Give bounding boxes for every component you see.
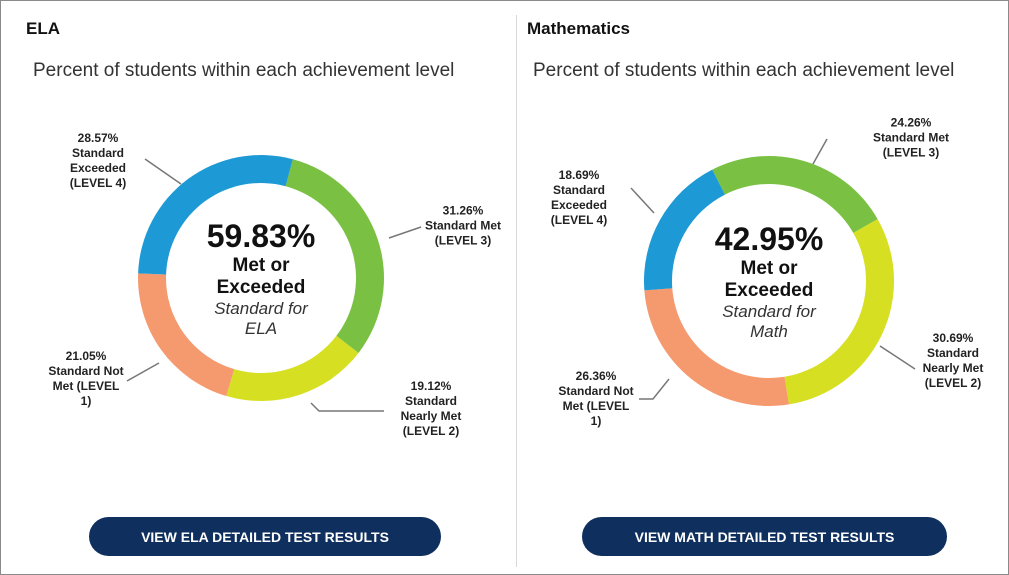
- donut-segment: [784, 219, 895, 405]
- panel-subtitle: Percent of students within each achievem…: [533, 60, 955, 81]
- panel-subtitle: Percent of students within each achievem…: [33, 60, 455, 81]
- donut-segment: [712, 156, 878, 233]
- segment-value: 19.12%: [410, 379, 452, 393]
- segment-value: 21.05%: [65, 349, 107, 363]
- segment-label: 31.26% Standard Met (LEVEL 3): [425, 204, 501, 249]
- segment-category: Standard Nearly Met (LEVEL 2): [400, 394, 462, 438]
- details-button[interactable]: VIEW ELA DETAILED TEST RESULTS: [89, 517, 441, 556]
- center-caption: Met or Exceeded: [216, 255, 306, 298]
- donut-segment: [226, 335, 359, 401]
- center-note: Standard for ELA: [214, 299, 308, 338]
- segment-category: Standard Not Met (LEVEL 1): [48, 364, 124, 408]
- leader-line: [310, 402, 384, 412]
- segment-category: Standard Met (LEVEL 3): [425, 218, 502, 248]
- divider: [516, 15, 517, 567]
- segment-category: Standard Nearly Met (LEVEL 2): [922, 346, 984, 390]
- leader-line: [639, 378, 670, 400]
- segment-label: 24.26% Standard Met (LEVEL 3): [873, 116, 949, 161]
- segment-label: 30.69% Standard Nearly Met (LEVEL 2): [915, 331, 991, 391]
- segment-value: 30.69%: [932, 331, 974, 345]
- donut-segment: [138, 155, 293, 275]
- segment-label: 26.36% Standard Not Met (LEVEL 1): [558, 369, 634, 429]
- center-caption: Met or Exceeded: [724, 258, 814, 301]
- center-text: 42.95% Met or Exceeded Standard for Math: [699, 220, 839, 342]
- donut-segment: [137, 273, 235, 397]
- segment-value: 28.57%: [77, 131, 119, 145]
- center-note: Standard for Math: [722, 302, 816, 341]
- leader-line: [630, 187, 655, 214]
- donut-segment: [285, 159, 385, 353]
- donut-segment: [644, 288, 789, 406]
- segment-value: 18.69%: [558, 168, 600, 182]
- leader-line: [388, 226, 422, 239]
- panel-title: ELA: [26, 19, 60, 38]
- leader-line: [126, 362, 160, 382]
- center-value: 59.83%: [206, 218, 316, 254]
- segment-label: 18.69% Standard Exceeded (LEVEL 4): [541, 168, 617, 228]
- segment-category: Standard Exceeded (LEVEL 4): [69, 146, 127, 190]
- panel-title: Mathematics: [527, 19, 630, 38]
- segment-value: 31.26%: [442, 203, 484, 218]
- segment-value: 24.26%: [890, 115, 932, 130]
- segment-label: 19.12% Standard Nearly Met (LEVEL 2): [393, 379, 469, 439]
- donut-segment: [644, 169, 725, 291]
- center-text: 59.83% Met or Exceeded Standard for ELA: [191, 217, 331, 339]
- details-button[interactable]: VIEW MATH DETAILED TEST RESULTS: [582, 517, 947, 556]
- leader-line: [879, 345, 916, 370]
- leader-line: [812, 138, 828, 165]
- leader-line: [144, 158, 182, 185]
- segment-category: Standard Not Met (LEVEL 1): [558, 384, 634, 428]
- segment-category: Standard Met (LEVEL 3): [873, 130, 950, 160]
- segment-value: 26.36%: [575, 369, 617, 383]
- segment-label: 28.57% Standard Exceeded (LEVEL 4): [60, 131, 136, 191]
- segment-category: Standard Exceeded (LEVEL 4): [550, 183, 608, 227]
- center-value: 42.95%: [714, 221, 824, 257]
- segment-label: 21.05% Standard Not Met (LEVEL 1): [48, 349, 124, 409]
